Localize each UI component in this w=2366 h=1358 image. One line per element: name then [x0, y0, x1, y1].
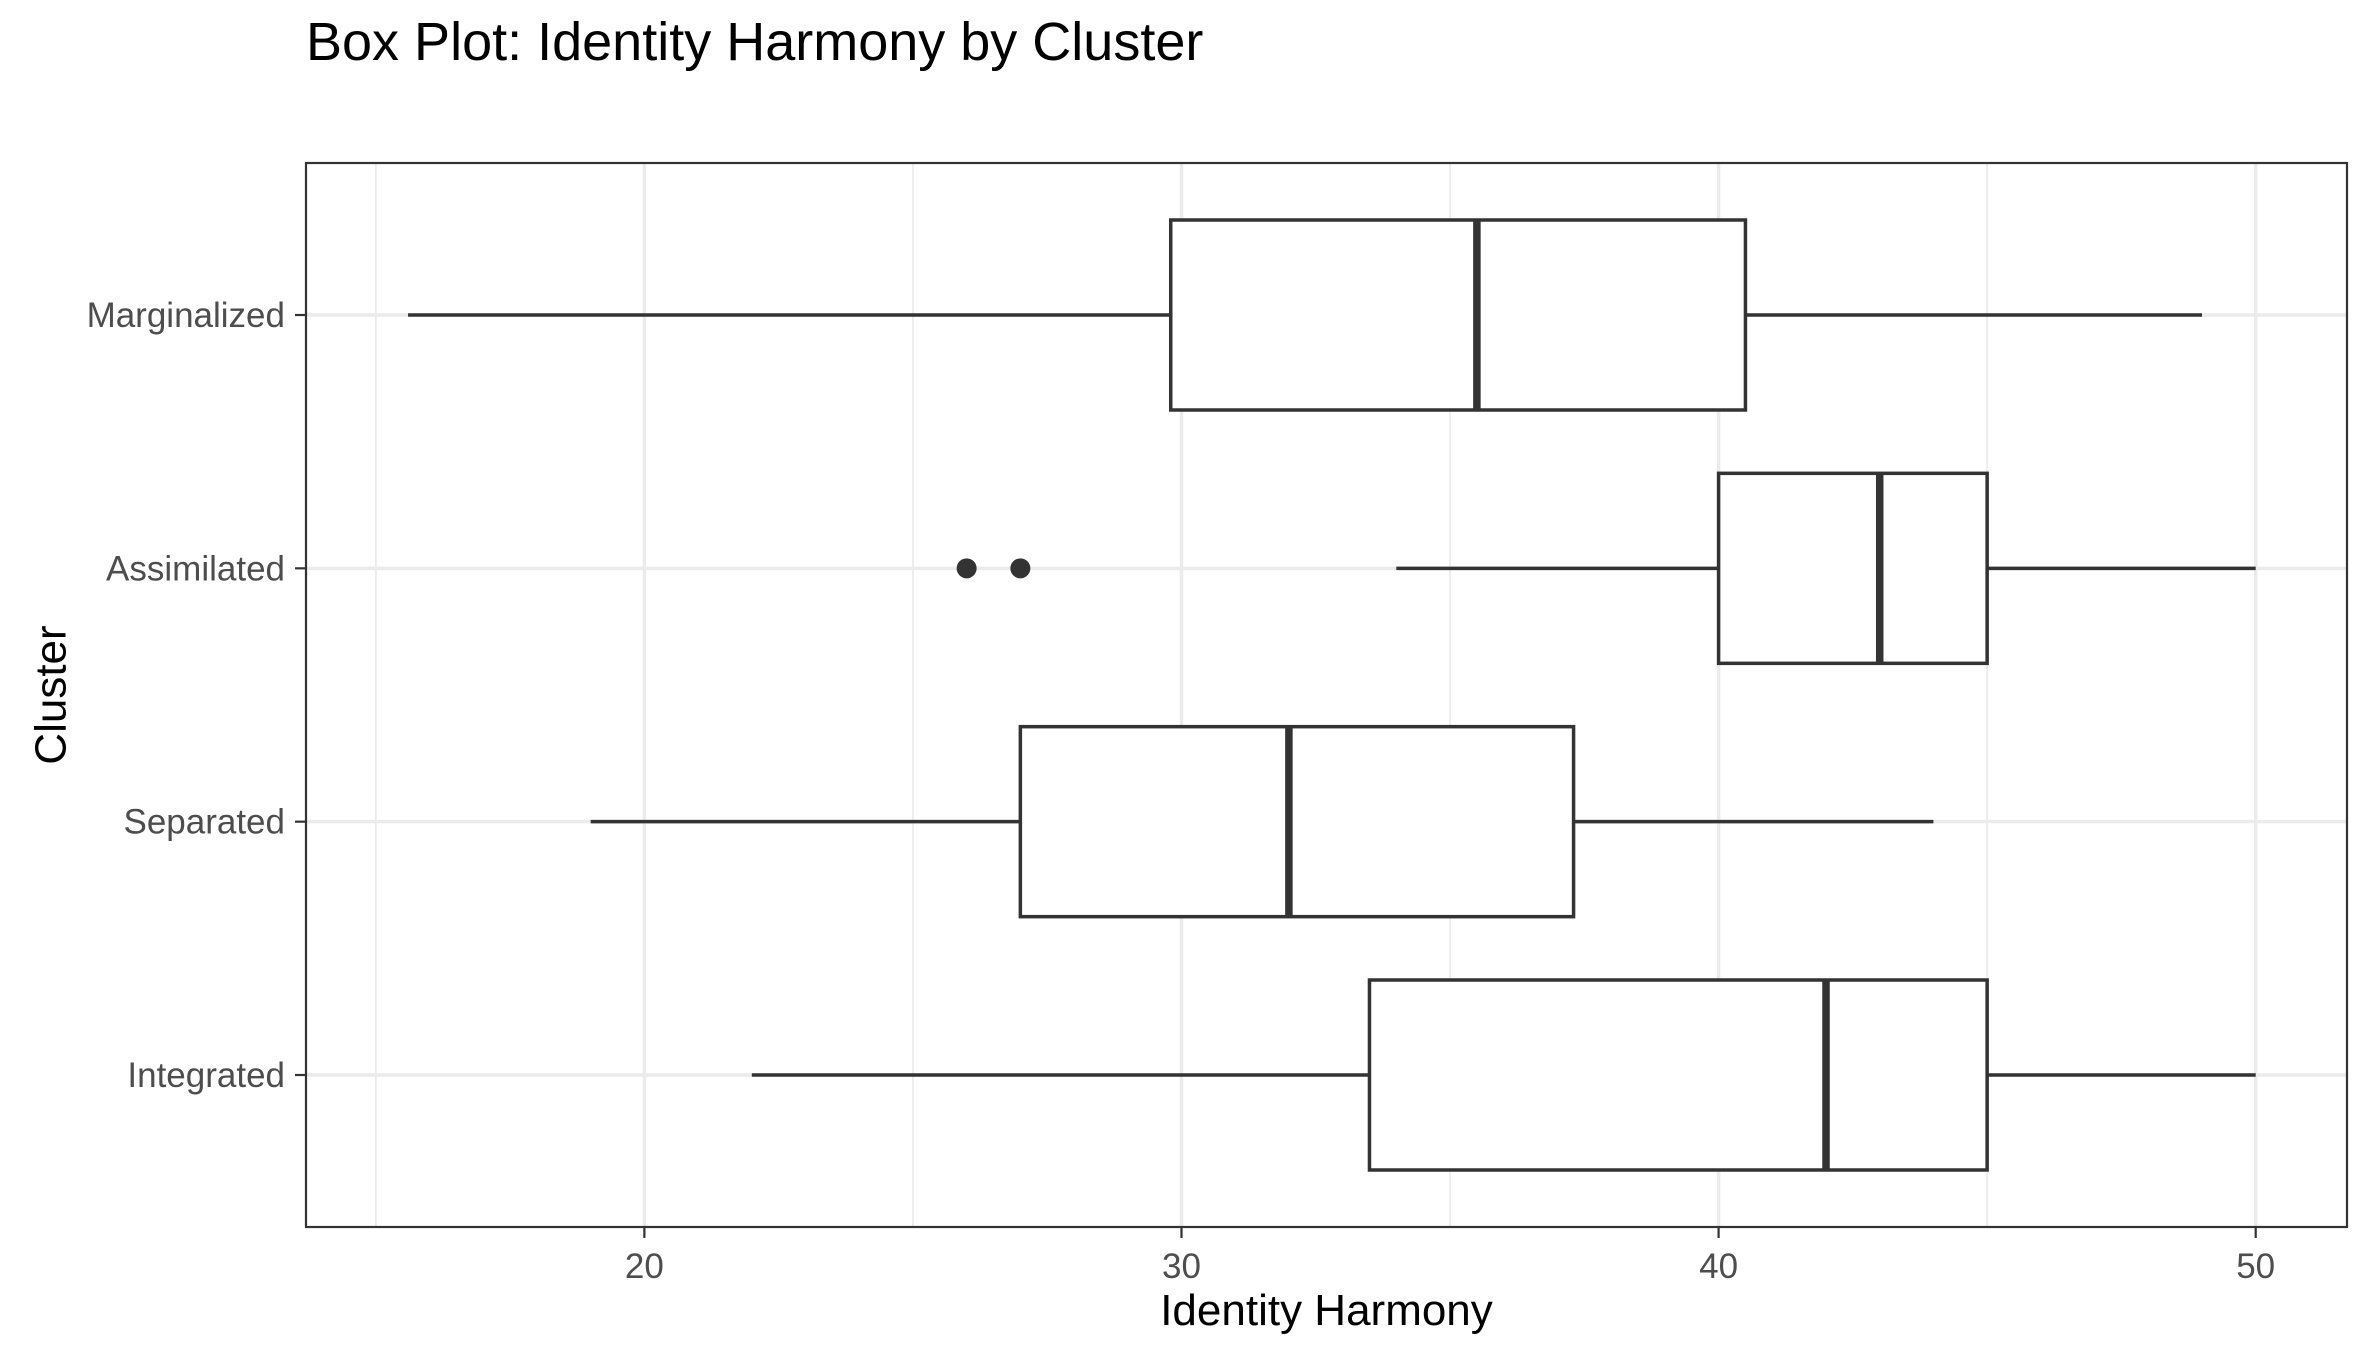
x-tick-label: 20: [625, 1247, 664, 1286]
box-integrated: [751, 978, 2256, 1172]
x-axis-title: Identity Harmony: [1160, 1286, 1493, 1335]
chart-title: Box Plot: Identity Harmony by Cluster: [306, 12, 1203, 72]
outlier-point: [1010, 558, 1031, 579]
x-tick-label: 50: [2236, 1247, 2275, 1286]
box-iqr: [1168, 218, 1748, 412]
x-tick-label: 40: [1699, 1247, 1738, 1286]
y-tick-label: Assimilated: [106, 549, 285, 588]
box-separated: [590, 724, 1934, 919]
y-tick-label: Separated: [123, 803, 285, 842]
x-tick-label: 30: [1162, 1247, 1201, 1286]
box-marginalized: [408, 218, 2202, 412]
box-iqr: [1367, 978, 1989, 1172]
y-axis: Integrated Separated Assimilated Marginaliz…: [87, 296, 306, 1095]
box-assimilated: [956, 471, 2256, 666]
y-axis-title: Cluster: [27, 625, 76, 764]
outlier-point: [956, 558, 977, 579]
box-iqr: [1716, 471, 1989, 666]
y-tick-label: Integrated: [127, 1056, 285, 1095]
box-plot-series: [408, 218, 2256, 1172]
x-axis: 20 30 40 50: [625, 1227, 2275, 1286]
y-tick-label: Marginalized: [87, 296, 285, 335]
plot-panel-border: [304, 161, 2349, 1229]
box-iqr: [1018, 724, 1576, 919]
